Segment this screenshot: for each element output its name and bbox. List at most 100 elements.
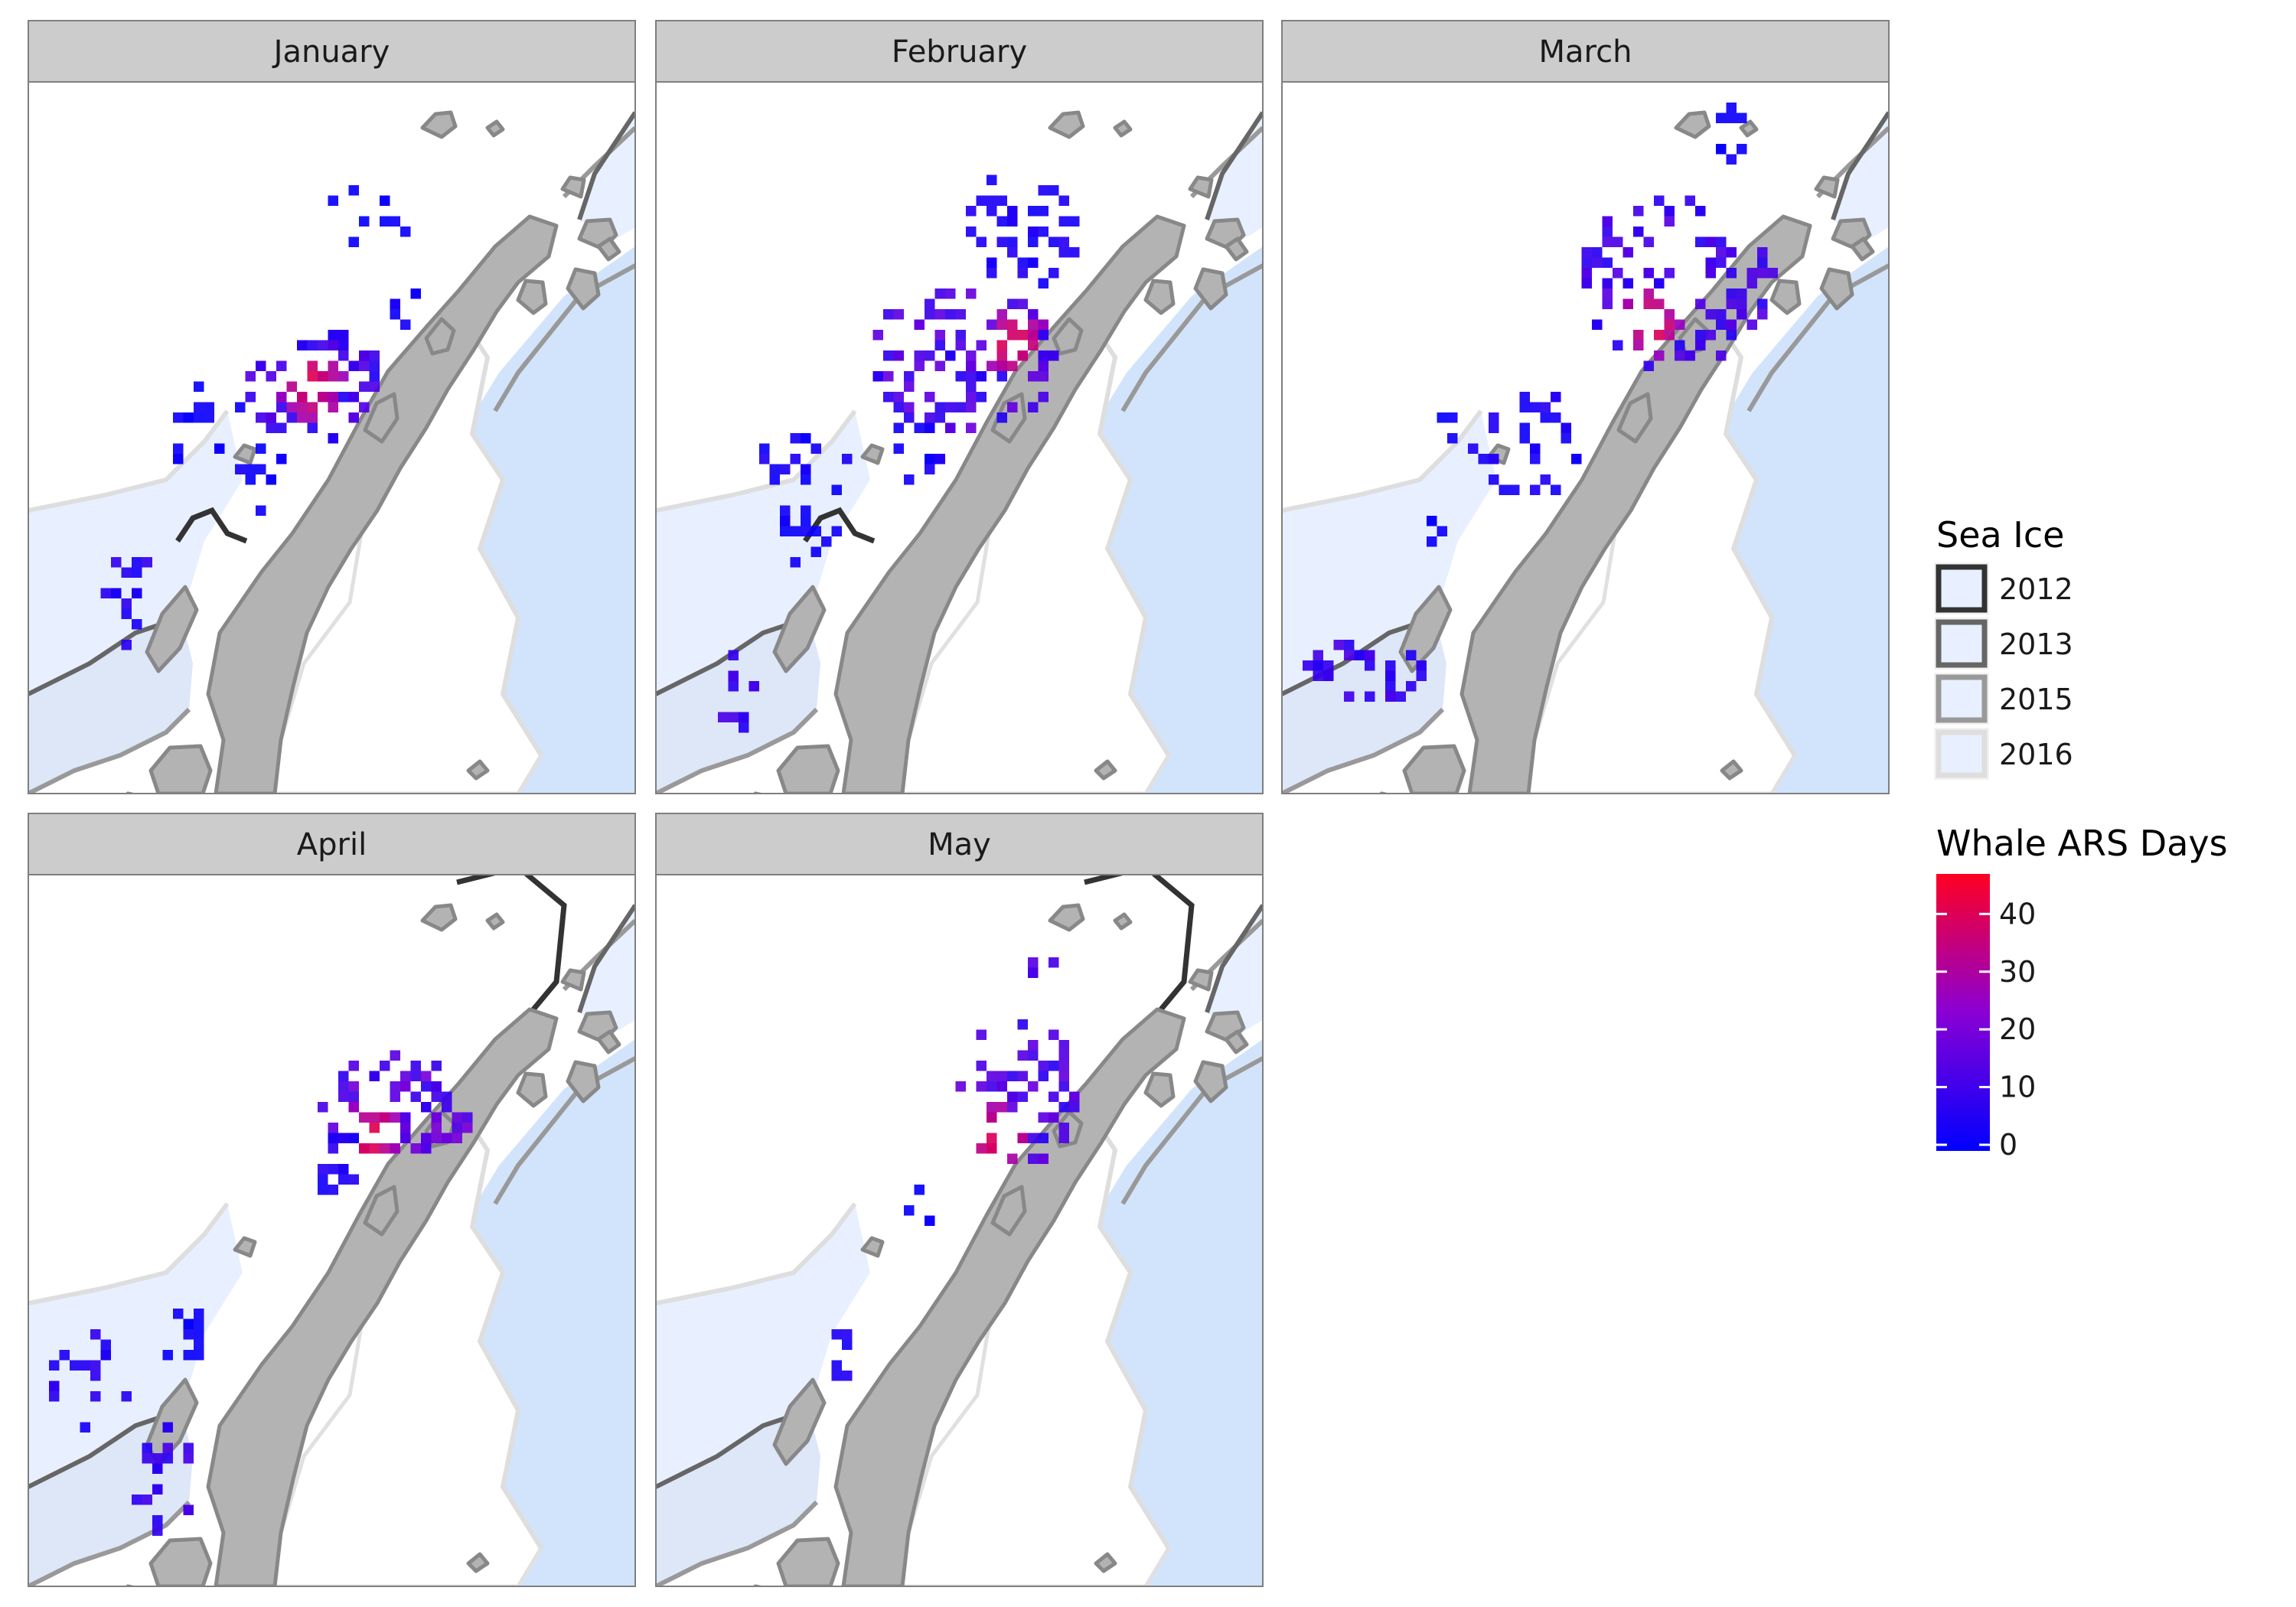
whale-ars-cell — [1643, 298, 1654, 309]
sea-ice-edge — [577, 904, 635, 1013]
whale-ars-cell — [1028, 206, 1039, 217]
whale-ars-cell — [1028, 319, 1039, 330]
map-area — [655, 874, 1264, 1587]
whale-ars-cell — [183, 1453, 194, 1464]
whale-ars-cell — [431, 1133, 442, 1143]
whale-ars-cell — [996, 236, 1007, 247]
whale-ars-cell — [966, 206, 977, 217]
panel-border — [28, 874, 636, 1587]
whale-ars-cell — [328, 1133, 338, 1143]
whale-ars-cell — [1716, 257, 1727, 268]
whale-ars-cell — [338, 1081, 349, 1092]
whale-ars-cell — [893, 309, 904, 320]
sea-ice-extent — [1207, 905, 1263, 1035]
whale-ars-cell — [1530, 402, 1541, 412]
whale-ars-cell — [390, 1091, 400, 1102]
island-land — [126, 1584, 138, 1586]
sea-ice-extent — [579, 112, 635, 243]
whale-ars-cell — [1643, 236, 1654, 247]
whale-ars-cell — [307, 412, 318, 423]
whale-ars-cell — [790, 557, 801, 568]
whale-ars-cell — [328, 1123, 338, 1133]
whale-tick-label: 10 — [1999, 1071, 2036, 1104]
whale-ars-cell — [173, 412, 184, 423]
sea-ice-edge — [1282, 707, 1445, 794]
whale-ars-cell — [1716, 112, 1727, 123]
whale-ars-cell — [987, 1071, 997, 1081]
whale-ars-cell — [1069, 1091, 1080, 1102]
island-land — [1143, 1071, 1176, 1108]
whale-ars-cell — [318, 1185, 328, 1195]
whale-ars-cell — [1058, 247, 1069, 258]
whale-ars-cell — [810, 526, 821, 536]
whale-ars-cell — [945, 288, 956, 299]
whale-ars-cell — [452, 1133, 462, 1143]
whale-ars-cell — [1038, 360, 1049, 371]
sea-ice-edge-2012 — [175, 507, 248, 544]
whale-ars-cell — [1028, 967, 1039, 978]
whale-ars-cell — [831, 1371, 842, 1381]
whale-ars-cell — [390, 1112, 400, 1123]
whale-ars-cell — [1737, 288, 1747, 299]
whale-ars-cell — [1058, 1081, 1069, 1092]
whale-ars-cell — [801, 516, 811, 526]
whale-ars-cell — [1746, 319, 1757, 330]
whale-ars-cell — [996, 360, 1007, 371]
whale-ars-cell — [976, 371, 987, 382]
whale-ars-cell — [987, 1143, 997, 1154]
whale-ars-cell — [348, 1102, 359, 1113]
whale-ars-cell — [1038, 350, 1049, 361]
whale-ars-cell — [204, 402, 214, 412]
whale-ars-cell — [132, 588, 142, 598]
whale-ars-cell — [162, 1442, 173, 1453]
whale-ars-cell — [245, 371, 256, 382]
whale-ars-cell — [1705, 268, 1716, 279]
whale-ars-cell — [276, 422, 287, 433]
whale-ars-cell — [1602, 288, 1613, 299]
whale-ars-cell — [152, 1515, 163, 1526]
whale-ars-cell — [1726, 268, 1737, 279]
whale-ars-cell — [276, 392, 287, 403]
whale-ars-cell — [914, 1185, 925, 1195]
whale-ars-cell — [1028, 227, 1039, 237]
whale-ars-cell — [883, 309, 894, 320]
whale-ars-cell — [318, 340, 328, 350]
island-land — [1674, 110, 1711, 139]
whale-ars-cell — [987, 206, 997, 217]
island-land — [596, 236, 621, 262]
whale-ars-cell — [390, 1081, 400, 1092]
whale-ars-cell — [1716, 144, 1727, 155]
whale-ars-cell — [1705, 330, 1716, 341]
whale-ars-cell — [338, 330, 349, 341]
whale-ars-cell — [987, 195, 997, 206]
whale-ars-cell — [369, 1143, 380, 1154]
island-land — [753, 1584, 765, 1586]
whale-ars-cell — [925, 412, 935, 423]
facet-strip — [28, 813, 636, 875]
facet-strip — [655, 813, 1264, 875]
map-area — [1281, 81, 1890, 794]
whale-ars-cell — [966, 381, 977, 392]
island-land — [1113, 912, 1133, 931]
whale-ars-cell — [348, 392, 359, 403]
whale-ars-cell — [1385, 681, 1396, 692]
whale-ars-cell — [934, 454, 945, 464]
whale-ars-cell — [338, 340, 349, 350]
whale-ars-cell — [1447, 412, 1458, 423]
whale-ars-cell — [328, 1164, 338, 1175]
whale-ars-cell — [934, 330, 945, 341]
whale-ars-cell — [904, 474, 915, 485]
island-land — [772, 585, 827, 673]
whale-ars-cell — [173, 1309, 184, 1319]
whale-ars-cell — [1695, 330, 1706, 341]
whale-ars-cell — [934, 360, 945, 371]
whale-ars-cell — [1049, 236, 1059, 247]
whale-ars-cell — [810, 443, 821, 454]
whale-ars-cell — [338, 392, 349, 403]
sea-ice-edge-2012 — [1084, 875, 1195, 1030]
whale-ars-cell — [1581, 257, 1592, 268]
whale-ars-cell — [1737, 144, 1747, 155]
whale-ars-cell — [1675, 350, 1685, 361]
whale-ars-cell — [1581, 268, 1592, 279]
whale-ars-cell — [1017, 298, 1028, 309]
